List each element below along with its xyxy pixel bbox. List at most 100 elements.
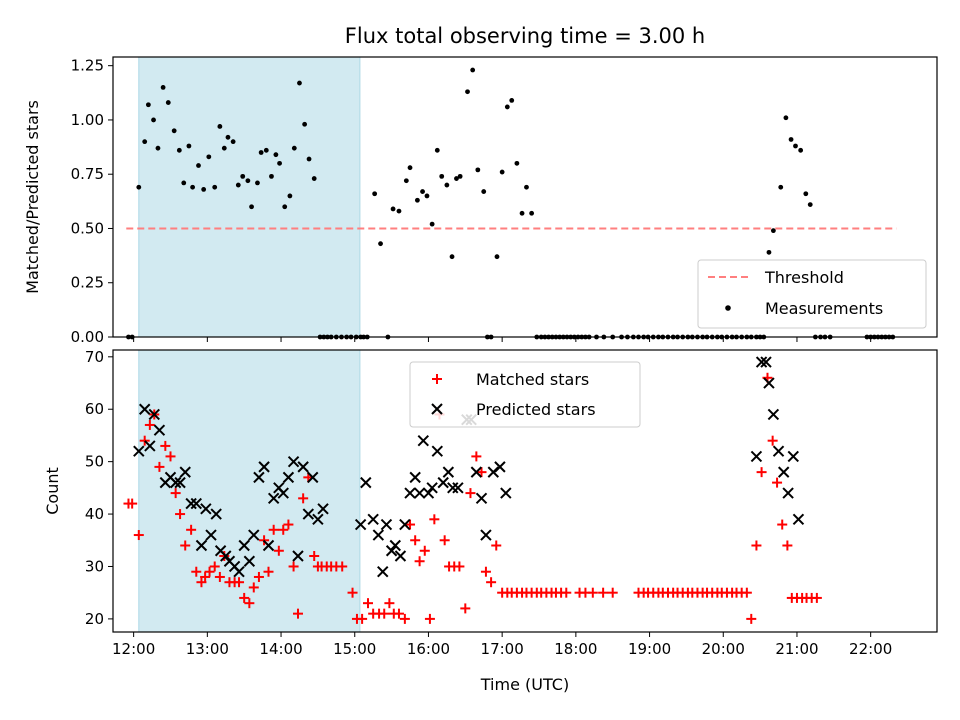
matched-star-point [384,598,395,609]
predicted-star-point [302,508,315,520]
predicted-star-point [755,356,768,368]
matched-star-point [127,498,138,509]
measurement-point [470,67,476,73]
predicted-star-point [399,518,411,531]
measurement-point [287,193,293,199]
measurement-point [212,184,218,190]
matched-star-point [379,608,390,619]
predicted-star-point [153,424,166,436]
predicted-star-point [409,471,421,484]
x-tick-label: 12:00 [112,640,155,658]
predicted-star-point [417,434,429,447]
matched-star-point [471,451,482,462]
measurement-point [186,143,192,149]
predicted-star-point [389,539,401,552]
bottom-y-tick-label: 40 [85,505,104,523]
matched-star-point [598,587,609,598]
predicted-star-point [282,471,295,484]
measurement-point [255,180,260,186]
measurement-point [494,254,500,260]
legend-matched-label: Matched stars [476,370,589,389]
legend-threshold-label: Threshold [764,268,844,287]
x-tick-label: 18:00 [554,640,597,658]
matched-star-point [175,509,186,520]
predicted-star-point [144,440,156,452]
predicted-star-point [380,518,393,531]
matched-star-point [429,514,440,525]
measurement-point [263,147,269,153]
measurement-point [142,139,148,145]
measurement-point [190,184,195,190]
matched-star-point [309,550,320,561]
matched-star-point [741,587,752,598]
predicted-star-point [431,445,444,457]
measurement-point [514,160,520,166]
matched-star-point [363,598,374,609]
measurement-point [788,137,794,142]
predicted-star-point [750,450,763,463]
predicted-star-point [452,482,464,494]
predicted-star-point [394,550,407,562]
top-legend: Threshold Measurements [697,259,927,329]
matched-star-point [424,613,435,624]
x-tick-label: 22:00 [849,640,892,658]
x-tick-label: 15:00 [333,640,376,658]
bottom-shaded-interval [138,349,361,633]
matched-star-point [405,519,416,530]
predicted-star-point [367,513,379,526]
matched-star-point [486,577,497,588]
measurement-point [160,84,166,90]
measurement-point [235,182,241,188]
predicted-star-point [312,513,324,526]
matched-star-point [139,435,150,446]
matched-star-point [268,524,279,535]
matched-star-point [782,540,793,551]
x-axis-label: Time (UTC) [480,675,569,694]
predicted-star-point [377,566,389,578]
matched-star-point [160,440,171,451]
predicted-star-point [277,487,289,499]
predicted-star-point [767,408,780,421]
predicted-star-point [787,450,799,463]
measurement-point [176,147,182,153]
matched-star-point [234,577,245,588]
matched-star-point [465,488,476,499]
predicted-star-point [475,492,488,505]
measurement-point [258,150,264,155]
bottom-plot-frame [112,349,938,633]
measurement-point [221,145,227,151]
matched-star-point [219,550,230,561]
predicted-star-point [195,539,208,552]
predicted-star-point [174,476,186,489]
top-y-axis-label: Matched/Predicted stars [23,100,42,294]
x-tick-label: 17:00 [481,640,524,658]
matched-star-point [248,582,259,593]
measurement-point [434,147,440,153]
measurement-point [770,228,776,234]
matched-star-point [460,603,471,614]
measurement-point [793,143,798,149]
measurement-point [145,102,151,108]
predicted-star-point [494,461,506,473]
measurement-point [136,184,142,190]
matched-star-point [491,540,502,551]
measurement-point [282,204,288,210]
measurement-point [439,173,445,179]
measurement-point [778,184,784,190]
matched-star-point [273,545,284,556]
matched-star-point [298,493,309,504]
measurement-point [524,184,529,190]
measurement-point [171,128,177,134]
legend-predicted-marker [431,403,443,415]
bottom-panel: 20 30 40 50 60 70 12:00 13:00 14:00 15:00 16:00 17:… [43,348,938,694]
matched-star-point [133,530,144,541]
measurement-point [249,204,254,210]
matched-star-point [144,419,155,430]
matched-star-point [756,467,767,478]
measurement-point [444,182,450,188]
measurement-point [277,160,282,166]
measurement-point [269,173,274,179]
x-tick-label: 16:00 [407,640,450,658]
predicted-star-point [205,529,217,541]
